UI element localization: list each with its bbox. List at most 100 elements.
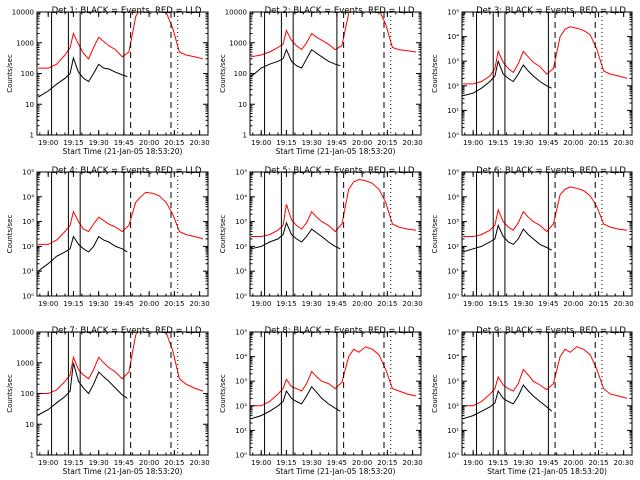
series-lld-line (251, 346, 417, 407)
x-tick-label: 19:15 (63, 139, 83, 147)
x-tick-label: 20:15 (164, 300, 184, 308)
y-tick-label: 10000 (12, 9, 34, 17)
detector-panel-1: Det 1: BLACK = Events, RED = LLD 1 10 100 10… (6, 6, 210, 156)
y-axis-label: Counts/sec (219, 54, 227, 93)
y-axis-label: Counts/sec (431, 374, 439, 413)
y-tick-label: 1000 (16, 359, 34, 367)
x-tick-label: 20:00 (563, 139, 583, 147)
x-axis-label: Start Time (21-Jan-05 18:53:20) (63, 147, 183, 156)
panel-data (462, 26, 628, 97)
y-tick-label: 1000 (229, 39, 247, 47)
series-events-line (37, 235, 128, 272)
x-tick-label: 19:15 (276, 300, 296, 308)
detector-panel-3: Det 3: BLACK = Events, RED = LLD 10⁰ 10¹ 10… (431, 6, 634, 147)
detector-panel-7: Det 7: BLACK = Events, RED = LLD 1 10 100 10… (6, 326, 210, 476)
x-tick-label: 20:15 (164, 459, 184, 467)
panel-title: Det 4: BLACK = Events, RED = LLD (52, 166, 202, 176)
y-tick-label: 10⁴ (235, 353, 247, 361)
series-lld-line (38, 191, 204, 245)
y-tick-label: 100 (234, 70, 247, 78)
series-lld-line (463, 186, 628, 237)
series-lld-line (463, 346, 628, 407)
x-tick-label: 19:00 (38, 139, 58, 147)
x-tick-label: 20:30 (189, 459, 209, 467)
x-tick-label: 19:30 (513, 459, 533, 467)
y-tick-label: 10² (235, 402, 247, 410)
plot-frame (249, 11, 422, 136)
plot-frame (249, 171, 422, 297)
y-axis-label: Counts/sec (6, 54, 14, 93)
y-tick-label: 10⁰ (447, 132, 459, 140)
x-tick-label: 20:00 (352, 139, 372, 147)
y-tick-label: 10000 (12, 329, 34, 337)
x-tick-label: 19:15 (63, 300, 83, 308)
x-tick-label: 19:45 (327, 139, 347, 147)
y-tick-label: 10⁴ (235, 193, 247, 201)
x-tick-label: 19:30 (302, 459, 322, 467)
y-tick-label: 10⁴ (447, 353, 459, 361)
series-events-line (250, 48, 341, 77)
x-tick-label: 19:45 (538, 459, 558, 467)
x-tick-label: 20:00 (563, 459, 583, 467)
x-tick-label: 19:15 (63, 459, 83, 467)
x-tick-label: 19:45 (114, 459, 134, 467)
y-tick-label: 1 (30, 452, 34, 460)
x-tick-label: 20:15 (588, 139, 608, 147)
y-tick-label: 10⁰ (22, 293, 34, 301)
plot-frame (36, 171, 209, 297)
panel-title: Det 7: BLACK = Events, RED = LLD (52, 326, 202, 336)
series-events-line (250, 221, 341, 250)
panel-data (462, 346, 628, 420)
series-lld-line (38, 12, 204, 69)
y-tick-label: 10⁴ (447, 33, 459, 41)
x-tick-label: 19:45 (538, 300, 558, 308)
detector-panel-5: Det 5: BLACK = Events, RED = LLD 10⁰ 10¹ 10… (219, 166, 423, 308)
plot-frame (461, 11, 633, 136)
x-tick-label: 20:30 (402, 300, 422, 308)
x-tick-label: 19:30 (89, 139, 109, 147)
panel-data (250, 178, 417, 250)
series-events-line (37, 56, 128, 98)
y-tick-label: 10⁴ (22, 193, 34, 201)
series-events-line (250, 385, 341, 420)
y-axis-label: Counts/sec (219, 374, 227, 413)
y-tick-label: 10³ (22, 218, 34, 226)
series-events-line (462, 223, 552, 253)
y-tick-label: 10³ (447, 218, 459, 226)
series-events-line (37, 362, 128, 416)
y-axis-label: Counts/sec (6, 215, 14, 254)
plot-frame (249, 331, 422, 456)
x-tick-label: 20:30 (614, 300, 634, 308)
y-tick-label: 10 (238, 101, 247, 109)
panel-title: Det 3: BLACK = Events, RED = LLD (476, 6, 626, 16)
series-events-line (462, 384, 553, 420)
y-tick-label: 10² (235, 243, 247, 251)
x-tick-label: 19:30 (89, 459, 109, 467)
y-tick-label: 10¹ (447, 268, 459, 276)
y-tick-label: 10² (447, 82, 459, 90)
x-tick-label: 20:30 (614, 139, 634, 147)
y-tick-label: 10⁵ (447, 329, 459, 337)
x-tick-label: 20:00 (139, 459, 159, 467)
x-tick-label: 20:00 (352, 300, 372, 308)
x-axis-label: Start Time (21-Jan-05 18:53:20) (276, 147, 396, 156)
x-axis-label: Start Time (21-Jan-05 18:53:20) (63, 467, 183, 476)
y-tick-label: 10⁰ (235, 293, 247, 301)
y-tick-label: 10⁵ (447, 9, 459, 17)
detector-panel-4: Det 4: BLACK = Events, RED = LLD 10⁰ 10¹ 10… (6, 166, 210, 308)
x-tick-label: 19:00 (463, 300, 483, 308)
y-tick-label: 10³ (235, 218, 247, 226)
x-tick-label: 19:00 (251, 300, 271, 308)
y-tick-label: 10³ (235, 378, 247, 386)
series-lld-line (251, 178, 417, 237)
y-tick-label: 1 (243, 132, 247, 140)
plot-frame (36, 11, 209, 136)
y-tick-label: 10¹ (447, 427, 459, 435)
x-tick-label: 20:00 (139, 300, 159, 308)
x-tick-label: 19:45 (114, 300, 134, 308)
x-tick-label: 20:00 (139, 139, 159, 147)
x-tick-label: 19:30 (302, 139, 322, 147)
y-tick-label: 10 (25, 421, 34, 429)
y-tick-label: 1000 (16, 39, 34, 47)
x-tick-label: 20:15 (377, 459, 397, 467)
